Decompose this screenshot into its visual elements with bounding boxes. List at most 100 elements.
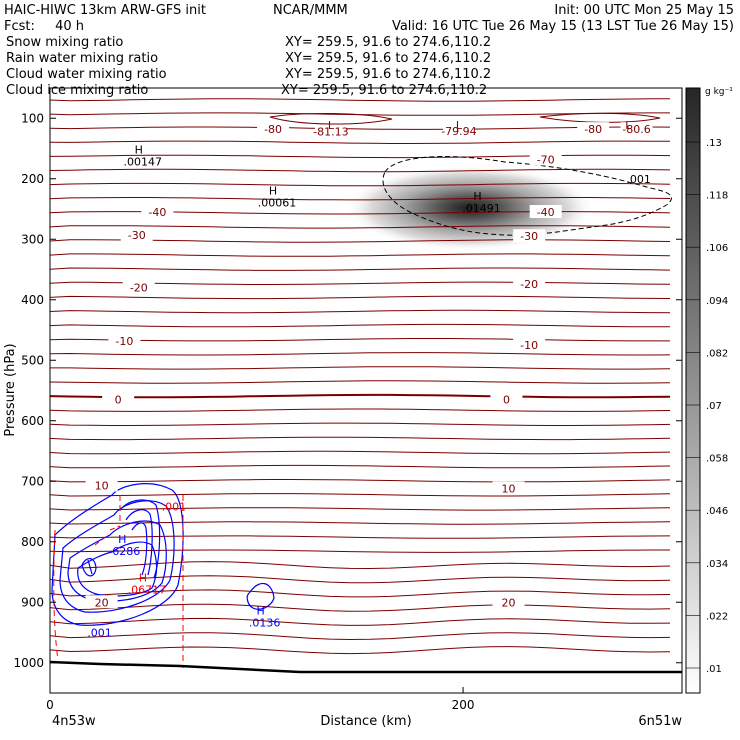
y-tick-label: 900 [21, 595, 44, 609]
isotherm [50, 535, 671, 539]
temperature-label: -81.13 [313, 126, 348, 139]
isotherm [50, 154, 671, 159]
isotherm [50, 408, 671, 412]
colorbar-tick-label: .022 [706, 611, 728, 622]
colorbar-tick-label: .07 [706, 401, 722, 412]
isotherm [50, 436, 671, 441]
colorbar-tick-label: .106 [706, 243, 728, 254]
field-name: Rain water mixing ratio [6, 51, 158, 66]
extremum-marker: H [473, 190, 481, 203]
isotherm [50, 338, 670, 342]
contour-label: .001 [626, 173, 651, 186]
field-name: Snow mixing ratio [6, 35, 123, 50]
temperature-label: -30 [520, 230, 538, 243]
label-backing [442, 123, 475, 137]
colorbar [685, 87, 701, 694]
y-tick-label: 300 [21, 232, 44, 246]
label-backing [257, 122, 290, 136]
cloud-ice-contour [382, 156, 672, 236]
label-backing [513, 229, 546, 243]
extremum-marker: L [625, 119, 632, 132]
isotherm [50, 646, 671, 655]
isotherm [50, 561, 671, 570]
extremum-value: .00061 [258, 196, 297, 209]
extremum-value: .00147 [124, 155, 163, 168]
isotherm [50, 632, 671, 641]
label-backing [529, 152, 562, 166]
colorbar-tick-label: .082 [706, 348, 728, 359]
isotherm [50, 617, 671, 626]
colorbar-tick-label: .058 [706, 454, 728, 465]
colorbar-ticks: .13 .118 .106 .094 .082 .07 .058 .046 .034 .022 .0… [686, 138, 728, 675]
isotherm [50, 589, 671, 598]
temperature-label: -20 [520, 278, 538, 291]
field-name: Cloud water mixing ratio [6, 67, 167, 82]
temperature-label: -79.94 [441, 125, 476, 138]
extremum-marker: H [269, 184, 277, 197]
isotherm [50, 393, 671, 399]
temperature-label: -40 [537, 206, 555, 219]
isotherm [50, 422, 671, 426]
temperature-label: 0 [503, 394, 510, 407]
field-xy: XY= 259.5, 91.6 to 274.6,110.2 [285, 51, 491, 66]
label-backing [577, 122, 610, 136]
isotherm [50, 464, 671, 469]
colorbar-tick-label: .01 [706, 664, 722, 675]
field-legend: Snow mixing ratio XY= 259.5, 91.6 to 274… [6, 35, 491, 98]
isotherm [50, 575, 671, 584]
label-backing [120, 228, 153, 242]
temperature-labels: -80 -81.13 -79.94 -80 -80.6-70-40 -40-30 -30-2… [85, 122, 653, 609]
plot-area: -80 -81.13 -79.94 -80 -80.6-70-40 -40-30 -30-2… [50, 98, 682, 674]
isotherm [50, 295, 671, 300]
isotherm [50, 323, 670, 328]
label-backing [513, 338, 546, 352]
isotherm [50, 140, 671, 144]
org-label: NCAR/MMM [273, 3, 348, 18]
isotherm [269, 112, 393, 125]
left-endpoint: 4n53w [52, 714, 96, 729]
colorbar-tick-label: .118 [706, 191, 728, 202]
y-tick-label: 200 [21, 172, 44, 186]
field-xy: XY= 259.5, 91.6 to 274.6,110.2 [281, 83, 487, 98]
fcst-label: Fcst: [4, 19, 35, 34]
y-tick-label: 600 [21, 414, 44, 428]
extremum-marker: H [135, 143, 143, 156]
isotherm [50, 197, 671, 201]
temperature-label: 0 [115, 394, 122, 407]
right-endpoint: 6n51w [638, 714, 682, 729]
label-backing [492, 481, 525, 495]
isotherm [50, 239, 671, 243]
extremum-marker: L [456, 119, 463, 132]
isotherm [50, 493, 671, 497]
isotherm [50, 507, 671, 511]
temperature-label: -10 [520, 339, 538, 352]
colorbar-tick-label: .13 [706, 138, 722, 149]
label-backing [314, 124, 347, 138]
temperature-label: -70 [537, 153, 555, 166]
extremum-value: .0136 [249, 616, 281, 629]
colorbar-tick-label: .034 [706, 559, 728, 570]
label-backing [85, 595, 118, 609]
terrain-line [50, 660, 682, 674]
extremum-marker: H [118, 533, 126, 546]
temperature-label: 10 [502, 483, 516, 496]
label-backing [85, 478, 118, 492]
valid-time: Valid: 16 UTC Tue 26 May 15 (13 LST Tue … [392, 19, 734, 34]
model-title: HAIC-HIWC 13km ARW-GFS init [4, 3, 206, 18]
isotherm [50, 267, 671, 271]
isotherm [50, 603, 671, 612]
x-tick-label: 0 [46, 698, 54, 712]
temperature-label: -80 [584, 123, 602, 136]
temperature-label: 20 [502, 596, 516, 609]
extremum-marker: H [257, 604, 265, 617]
isotherm [50, 352, 671, 356]
temperature-label: 20 [95, 596, 109, 609]
label-backing [141, 205, 174, 219]
temperature-label: -10 [115, 335, 133, 348]
label-backing [529, 205, 562, 219]
y-tick-label: 700 [21, 474, 44, 488]
colorbar-tick-label: .046 [706, 506, 728, 517]
isotherm [50, 380, 671, 384]
